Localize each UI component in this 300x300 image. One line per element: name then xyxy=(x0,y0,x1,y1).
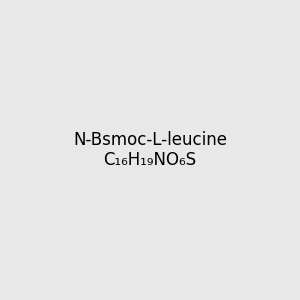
Text: N-Bsmoc-L-leucine
C₁₆H₁₉NO₆S: N-Bsmoc-L-leucine C₁₆H₁₉NO₆S xyxy=(73,130,227,170)
